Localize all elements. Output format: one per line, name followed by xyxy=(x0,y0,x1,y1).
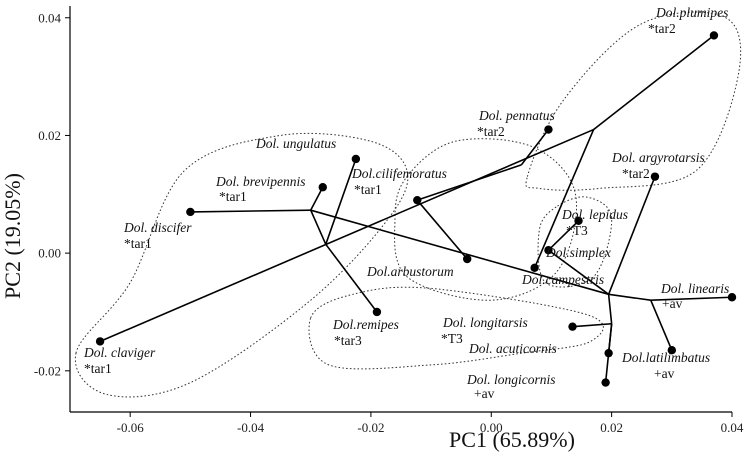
tree-edge-n_root_left-ungulatus xyxy=(325,158,357,245)
species-label-lepidus: Dol. lepidus xyxy=(561,207,628,222)
tree-edge-n_mid-pennatus xyxy=(520,129,550,166)
species-label-remipes: Dol.remipes xyxy=(332,317,399,332)
tree-edge-n_lin-linearis xyxy=(650,296,733,302)
species-note-claviger: *tar1 xyxy=(84,361,112,376)
species-label-campestris: Dol.campestris xyxy=(521,272,604,287)
species-note-linearis: +av xyxy=(662,296,683,311)
x-tick-label: 0.00 xyxy=(480,420,503,435)
species-label-plumipes: Dol.plumipes xyxy=(655,5,728,20)
tree-edge-n_root_left-remipes xyxy=(325,243,378,313)
species-label-arbustorum: Dol.arbustorum xyxy=(366,264,454,279)
species-label-simplex: Dol.simplex xyxy=(545,245,611,260)
x-tick-label: 0.04 xyxy=(721,420,744,435)
hull-remipes-group xyxy=(308,286,604,370)
tree-edge-claviger-n_top xyxy=(99,128,594,343)
species-label-longitarsis: Dol. longitarsis xyxy=(442,315,528,330)
point-plumipes xyxy=(709,31,719,40)
axes xyxy=(69,6,732,413)
point-campestris xyxy=(530,263,539,273)
x-tick-label: -0.04 xyxy=(237,420,265,435)
tree-edge-n_top-plumipes xyxy=(593,34,715,131)
point-linearis xyxy=(727,293,737,302)
species-label-claviger: Dol. claviger xyxy=(83,345,156,360)
species-note-discifer: *tar1 xyxy=(124,236,152,251)
species-note-plumipes: *tar2 xyxy=(648,21,676,36)
point-arbustorum xyxy=(463,254,472,264)
point-lepidus xyxy=(574,216,583,225)
species-note-longitarsis: *T3 xyxy=(441,331,463,346)
species-note-cilifemoratus: *tar1 xyxy=(354,182,382,197)
x-tick-label: 0.02 xyxy=(600,420,623,435)
y-tick-label: 0.00 xyxy=(38,246,61,261)
tree-edge-n_low-longitarsis xyxy=(572,322,612,328)
point-cilifemoratus xyxy=(413,195,422,205)
tree-edge-n_lin-latilimbatus xyxy=(650,299,673,351)
point-remipes xyxy=(372,307,382,317)
species-label-linearis: Dol. linearis xyxy=(660,281,729,296)
y-tick-label: 0.04 xyxy=(38,10,61,25)
tree-edge-lepidus-simplex xyxy=(547,220,580,251)
tree-edge-n_top-campestris xyxy=(533,129,595,269)
point-longitarsis xyxy=(568,322,577,331)
tree-edge-n_right_a-n_low xyxy=(607,294,613,324)
species-label-longicornis: Dol. longicornis xyxy=(466,372,556,387)
y-tick-label: -0.02 xyxy=(34,363,61,378)
tree-edge-simplex-n_right_a xyxy=(547,249,610,295)
group-hulls xyxy=(74,11,742,398)
species-note-brevipennis: *tar1 xyxy=(219,189,247,204)
hull-center-group xyxy=(394,138,578,301)
species-label-cilifemoratus: Dol.cilifemoratus xyxy=(351,166,447,181)
x-tick-label: -0.06 xyxy=(117,420,145,435)
tree-edge-cilifemoratus-arbustorum xyxy=(416,199,468,260)
point-claviger xyxy=(95,337,105,346)
species-label-brevipennis: Dol. brevipennis xyxy=(215,174,305,189)
species-note-remipes: *tar3 xyxy=(334,333,362,348)
point-longicornis xyxy=(601,378,610,387)
point-acuticornis xyxy=(604,348,613,358)
species-label-ungulatus: Dol. ungulatus xyxy=(255,136,336,151)
point-brevipennis xyxy=(318,183,327,192)
species-label-pennatus: Dol. pennatus xyxy=(478,108,555,123)
tree-edges xyxy=(99,34,733,383)
tree-edge-n_right_a-argyrotarsis xyxy=(607,176,656,295)
point-discifer xyxy=(186,207,195,217)
point-pennatus xyxy=(544,125,553,134)
species-note-argyrotarsis: *tar2 xyxy=(622,166,650,181)
species-label-discifer: Dol. discifer xyxy=(123,220,192,235)
tree-edge-n_right_a-n_lin xyxy=(608,293,651,301)
hull-plumipes-group xyxy=(525,11,742,191)
point-argyrotarsis xyxy=(650,172,660,181)
species-label-argyrotarsis: Dol. argyrotarsis xyxy=(611,150,705,165)
tree-edge-n_left_a-brevipennis xyxy=(310,186,324,211)
tree-edge-n_mid-cilifemoratus xyxy=(416,164,522,201)
species-note-latilimbatus: +av xyxy=(654,366,675,381)
point-simplex xyxy=(544,245,553,255)
species-label-latilimbatus: Dol.latilimbatus xyxy=(621,350,710,365)
species-note-longicornis: +av xyxy=(474,386,495,401)
point-ungulatus xyxy=(351,154,361,164)
species-label-acuticornis: Dol. acuticornis xyxy=(468,341,557,356)
y-axis-title: PC2 (19.05%) xyxy=(0,173,25,299)
species-note-pennatus: *tar2 xyxy=(477,124,505,139)
tick-marks: -0.06 -0.04 -0.02 0.00 0.02 0.04 -0.02 0.00 0.02… xyxy=(34,10,744,435)
tree-edge-discifer-n_left_a xyxy=(190,209,311,213)
tree-edge-n_left_a-n_right_a xyxy=(310,209,609,296)
point-latilimbatus xyxy=(667,346,677,355)
x-tick-label: -0.02 xyxy=(357,420,384,435)
species-note-lepidus: *T3 xyxy=(566,223,588,238)
data-points xyxy=(95,31,737,387)
tree-edge-n_root_left-n_left_a xyxy=(309,209,327,245)
y-tick-label: 0.02 xyxy=(38,128,61,143)
hull-left-group xyxy=(74,132,409,398)
x-axis-title: PC1 (65.89%) xyxy=(449,427,575,452)
